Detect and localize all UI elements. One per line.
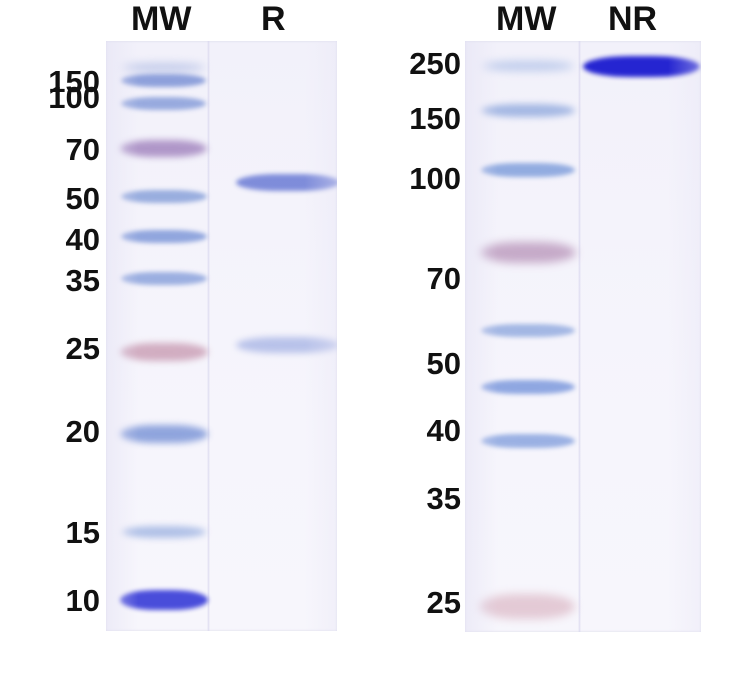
mw-label-25: 25 bbox=[65, 331, 100, 366]
mw-label-100: 100 bbox=[48, 80, 100, 115]
mw-label-15: 15 bbox=[65, 515, 100, 550]
mw-label-150: 150 bbox=[48, 64, 100, 99]
intact-antibody-band bbox=[583, 56, 700, 77]
ladder-band-50 bbox=[121, 190, 207, 203]
mw-label-70: 70 bbox=[426, 261, 461, 296]
ladder-band-70 bbox=[120, 140, 207, 157]
ladder-band-70 bbox=[480, 242, 576, 263]
mw-label-25: 25 bbox=[426, 585, 461, 620]
ladder-band-40 bbox=[121, 230, 207, 243]
mw-label-35: 35 bbox=[426, 481, 461, 516]
ladder-band-40 bbox=[481, 380, 575, 394]
ladder-band-150 bbox=[481, 104, 575, 117]
mw-label-150: 150 bbox=[409, 101, 461, 136]
ladder-band-35 bbox=[121, 272, 207, 285]
ladder-band-250 bbox=[482, 61, 574, 71]
mw-label-40: 40 bbox=[426, 413, 461, 448]
ladder-band-25 bbox=[120, 343, 208, 361]
right-lane-divider bbox=[578, 41, 581, 632]
ladder-band-100 bbox=[481, 163, 575, 177]
ladder-band-25 bbox=[479, 594, 575, 619]
mw-label-40: 40 bbox=[65, 222, 100, 257]
ladder-band-150 bbox=[121, 74, 206, 87]
left-gel-panel bbox=[106, 41, 337, 631]
right-sample-lane-header-nr: NR bbox=[608, 0, 658, 38]
ladder-band-20 bbox=[120, 425, 208, 443]
ladder-band-250 bbox=[122, 63, 205, 72]
mw-label-250: 250 bbox=[409, 46, 461, 81]
left-lane-divider bbox=[207, 41, 210, 631]
ladder-band-15 bbox=[122, 526, 206, 538]
ladder-band-10 bbox=[120, 590, 208, 610]
mw-label-70: 70 bbox=[65, 132, 100, 167]
mw-label-20: 20 bbox=[65, 414, 100, 449]
reduced-light-chain-band bbox=[236, 337, 337, 353]
reduced-heavy-chain-band bbox=[236, 174, 337, 191]
mw-label-35: 35 bbox=[65, 263, 100, 298]
mw-label-100: 100 bbox=[409, 161, 461, 196]
right-gel-panel bbox=[465, 41, 701, 632]
left-mw-lane-header: MW bbox=[131, 0, 192, 38]
ladder-band-35 bbox=[481, 434, 575, 448]
left-sample-lane-header-r: R bbox=[261, 0, 286, 38]
ladder-band-100 bbox=[121, 97, 206, 110]
mw-label-10: 10 bbox=[65, 583, 100, 618]
right-mw-lane-header: MW bbox=[496, 0, 557, 38]
mw-label-50: 50 bbox=[426, 346, 461, 381]
ladder-band-50 bbox=[481, 324, 575, 337]
mw-label-50: 50 bbox=[65, 181, 100, 216]
